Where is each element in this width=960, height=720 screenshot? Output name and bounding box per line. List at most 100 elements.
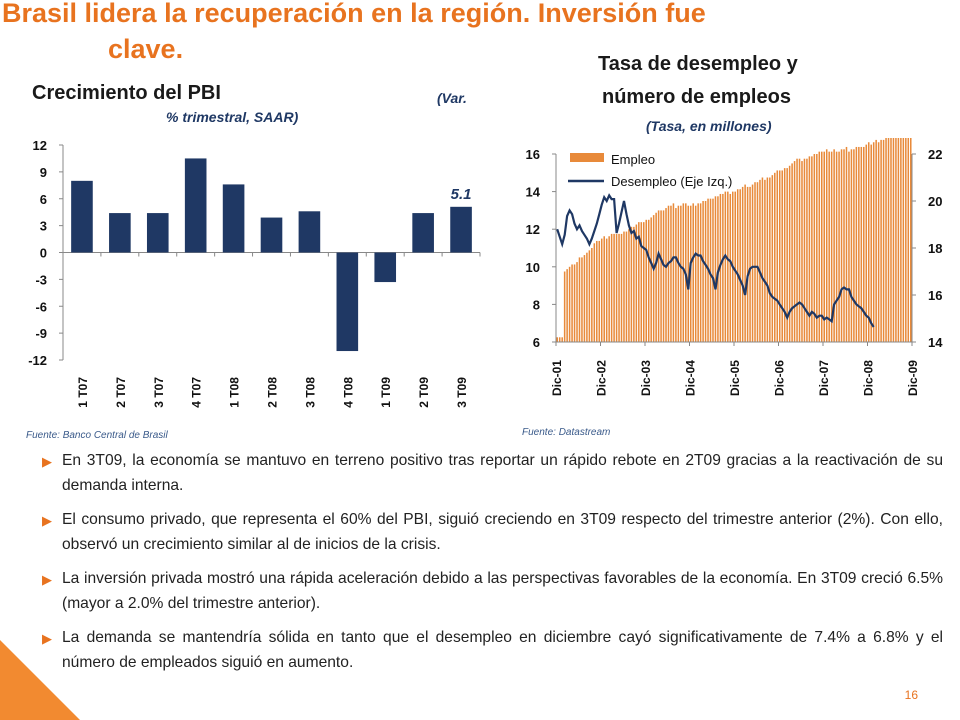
employment-bar	[660, 210, 662, 342]
employment-bar	[640, 222, 643, 342]
employment-bar	[650, 217, 652, 342]
employment-bar	[845, 146, 848, 342]
bullet-text: En 3T09, la economía se mantuvo en terre…	[62, 452, 943, 494]
left-tick-label: 10	[526, 260, 540, 275]
employment-bar	[848, 151, 850, 342]
page-number: 16	[904, 688, 918, 702]
employment-bar	[754, 182, 756, 342]
bullet-text: La demanda se mantendría sólida en tanto…	[62, 629, 943, 671]
x-tick-label: 1 T07	[76, 377, 90, 408]
employment-bar	[625, 231, 628, 342]
employment-bar	[885, 138, 887, 342]
x-tick-label: Dic-09	[906, 360, 920, 396]
employment-bar	[672, 203, 675, 342]
bar-4t07	[184, 158, 207, 253]
employment-bar	[900, 138, 902, 342]
x-tick-label: 1 T09	[379, 377, 393, 408]
employment-bar	[803, 158, 806, 342]
gdp-bar-chart: 12 9 6 3 0 -3 -6 -9 -12 1 T07 2 T07 3 T07 4 T07 1 T08…	[28, 138, 481, 408]
employment-bar	[573, 264, 576, 342]
employment-bar	[571, 264, 573, 342]
employment-bar	[645, 219, 648, 342]
slide-title-line2: clave.	[108, 34, 184, 64]
x-tick-label: Dic-06	[773, 360, 787, 396]
employment-bar	[670, 205, 672, 342]
employment-bar	[902, 138, 905, 342]
employment-bar	[838, 151, 840, 342]
x-tick-label: Dic-08	[862, 360, 876, 396]
employment-bar	[806, 158, 808, 342]
employment-bar	[793, 161, 796, 342]
employment-bar	[734, 191, 737, 342]
employment-bar	[682, 203, 685, 342]
employment-bar	[865, 144, 868, 342]
employment-bar	[729, 193, 732, 342]
employment-bar	[603, 236, 605, 342]
employment-bar	[702, 201, 704, 342]
employment-bar	[647, 219, 650, 342]
bullet-list: ▶ En 3T09, la economía se mantuvo en terr…	[40, 448, 943, 684]
unemployment-chart-subtitle: (Tasa, en millones)	[646, 118, 772, 134]
gdp-chart-subtitle-part1: (Var.	[437, 90, 467, 106]
bar-4t08	[336, 252, 359, 352]
left-tick-label: 14	[526, 185, 541, 200]
employment-bar	[714, 196, 717, 342]
left-tick-label: 16	[526, 147, 540, 162]
employment-bar	[759, 179, 761, 342]
employment-bar	[566, 269, 568, 342]
employment-bar	[909, 138, 912, 342]
employment-bar	[813, 154, 816, 342]
employment-bar	[788, 165, 791, 342]
employment-bar	[863, 146, 865, 342]
employment-bar	[620, 233, 623, 342]
employment-bar	[596, 240, 598, 342]
employment-bar	[843, 149, 845, 342]
bar-1t07	[71, 180, 93, 253]
employment-bar	[586, 252, 588, 342]
x-tick-label: Dic-03	[639, 360, 653, 396]
employment-bar	[798, 158, 801, 342]
employment-bar	[576, 262, 578, 342]
bullet-item: ▶ En 3T09, la economía se mantuvo en terr…	[40, 448, 943, 498]
right-tick-label: 14	[928, 335, 943, 350]
employment-bar	[630, 226, 633, 342]
employment-bar	[907, 138, 910, 342]
y-tick-label: 0	[40, 246, 47, 261]
employment-bar	[662, 210, 665, 342]
x-tick-label: Dic-01	[550, 360, 564, 396]
employment-bar	[635, 224, 638, 342]
employment-bar	[741, 186, 744, 342]
x-tick-label: Dic-07	[817, 360, 831, 396]
right-tick-label: 22	[928, 147, 942, 162]
employment-bar	[791, 163, 793, 342]
employment-bar	[568, 266, 571, 342]
employment-bar	[675, 208, 677, 342]
x-tick-label: 3 T08	[303, 377, 317, 408]
bullet-item: ▶ La demanda se mantendría sólida en tant…	[40, 625, 943, 675]
bullet-text: El consumo privado, que representa el 60…	[62, 511, 943, 553]
employment-bar	[828, 151, 830, 342]
right-tick-label: 20	[928, 194, 942, 209]
employment-bar	[882, 139, 885, 342]
employment-bar	[558, 337, 561, 342]
bar-2t08	[260, 217, 283, 253]
y-tick-label: 6	[40, 192, 47, 207]
left-tick-label: 6	[533, 335, 540, 350]
employment-bar	[776, 170, 779, 342]
employment-bar	[687, 205, 690, 342]
employment-bar	[677, 205, 680, 342]
employment-bar	[709, 198, 712, 342]
employment-bar	[608, 236, 610, 342]
employment-bar	[613, 233, 615, 342]
left-tick-label: 12	[526, 222, 540, 237]
employment-bar	[697, 203, 699, 342]
employment-bar	[600, 238, 603, 342]
employment-bar	[905, 138, 907, 342]
employment-bar	[633, 226, 635, 342]
legend-label-empleo: Empleo	[611, 152, 655, 167]
employment-bar	[581, 257, 583, 342]
y-tick-label: -9	[35, 326, 47, 341]
employment-bar	[652, 215, 655, 342]
employment-bar	[727, 191, 729, 342]
bullet-arrow-icon: ▶	[42, 454, 52, 469]
